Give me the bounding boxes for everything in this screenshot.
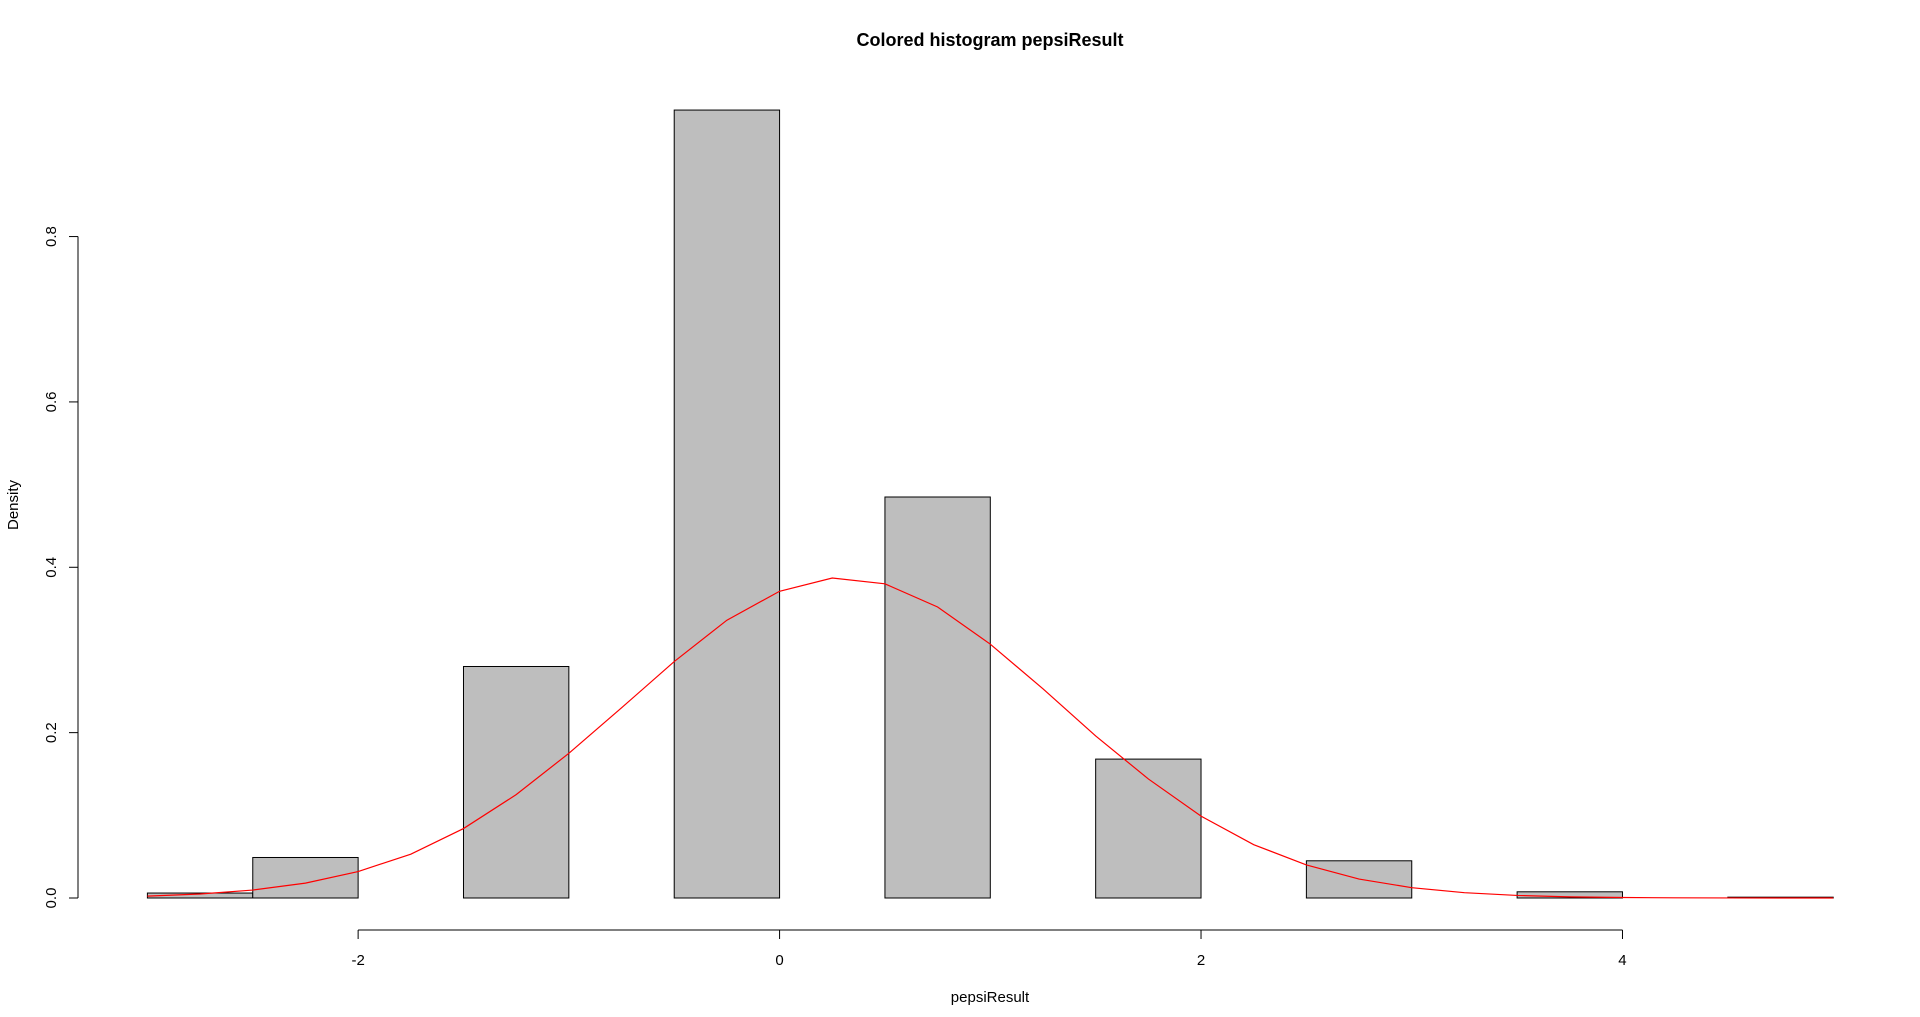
y-tick-label: 0.0 [43,888,60,909]
x-tick-label: -2 [351,952,364,969]
x-tick-label: 0 [775,952,783,969]
y-tick-label: 0.2 [43,722,60,743]
bar [252,856,359,899]
y-axis-label: Density [5,479,22,530]
density-curve [147,577,1834,899]
y-tick-label: 0.4 [43,557,60,578]
bar [462,665,570,899]
bar [1095,758,1202,899]
bar [884,496,991,899]
x-tick-label: 4 [1618,952,1626,969]
x-axis-label: pepsiResult [951,989,1030,1006]
x-tick-label: 2 [1197,952,1205,969]
bar [673,109,781,899]
y-tick-label: 0.8 [43,226,60,247]
y-tick-label: 0.6 [43,391,60,412]
chart-title: Colored histogram pepsiResult [856,30,1123,50]
